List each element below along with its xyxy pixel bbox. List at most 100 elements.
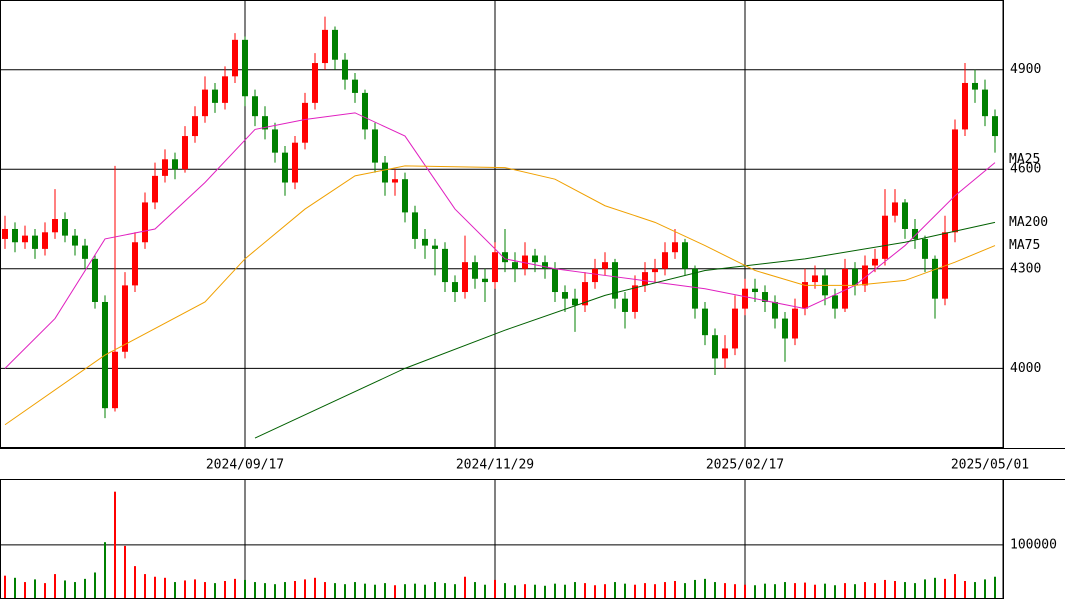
volume-bar (904, 582, 906, 598)
candle-body (632, 285, 638, 312)
volume-bar (24, 582, 26, 598)
volume-bar (654, 584, 656, 598)
legend-label: MA75 (1009, 238, 1040, 253)
candle-body (92, 258, 98, 302)
volume-bar (914, 583, 916, 598)
volume-bar (364, 583, 366, 598)
candle-body (592, 268, 598, 283)
volume-bar (724, 583, 726, 598)
volume-bar (254, 582, 256, 598)
volume-bar (704, 578, 706, 598)
candle-body (162, 159, 168, 176)
candle-body (262, 116, 268, 130)
candle-body (582, 282, 588, 306)
candle-body (832, 295, 838, 309)
volume-bar (554, 583, 556, 598)
candle-body (652, 268, 658, 273)
candle-body (702, 308, 708, 336)
volume-bar (374, 584, 376, 598)
volume-bar (334, 583, 336, 598)
candle-body (272, 129, 278, 153)
volume-bar (714, 582, 716, 598)
candle-body (852, 268, 858, 286)
candle-body (212, 89, 218, 103)
volume-bar (744, 584, 746, 598)
candle-body (152, 175, 158, 203)
volume-bar (164, 577, 166, 598)
volume-bar (664, 582, 666, 598)
volume-bar (594, 585, 596, 598)
volume-bar (174, 582, 176, 598)
volume-bar (984, 579, 986, 598)
volume-bar (314, 577, 316, 598)
volume-bar (294, 580, 296, 598)
volume-bar (14, 577, 16, 598)
candle-body (412, 212, 418, 239)
candle-body (882, 215, 888, 259)
volume-bar (114, 491, 116, 598)
volume-bar (874, 583, 876, 598)
volume-bar (814, 584, 816, 598)
candle-body (122, 285, 128, 352)
volume-bar (64, 580, 66, 598)
candle-body (742, 288, 748, 309)
y-tick-label: 4000 (1010, 361, 1041, 376)
candle-body (482, 278, 488, 283)
volume-bar (644, 583, 646, 598)
candle-body (542, 262, 548, 269)
volume-bar (284, 582, 286, 598)
candle-body (872, 258, 878, 266)
candle-body (672, 242, 678, 253)
candle-body (392, 179, 398, 183)
volume-bar (234, 578, 236, 598)
candle-body (802, 282, 808, 309)
volume-bar (974, 582, 976, 598)
candle-body (192, 116, 198, 137)
volume-bar (884, 579, 886, 598)
candle-body (142, 202, 148, 243)
candle-body (42, 232, 48, 249)
volume-bar (304, 579, 306, 598)
candle-body (562, 292, 568, 299)
volume-bar (834, 585, 836, 598)
candle-body (372, 129, 378, 163)
candle-body (692, 268, 698, 309)
candle-body (52, 219, 58, 233)
candle-body (172, 159, 178, 170)
candle-body (752, 288, 758, 293)
volume-bar (564, 584, 566, 598)
volume-bar (754, 585, 756, 598)
volume-bar (584, 583, 586, 598)
candle-body (532, 255, 538, 263)
candle-body (842, 268, 848, 309)
volume-bar (344, 584, 346, 598)
x-tick-label: 2024/11/29 (456, 458, 534, 473)
candle-body (472, 262, 478, 279)
volume-bar (214, 583, 216, 598)
candle-body (682, 242, 688, 269)
candle-body (722, 348, 728, 359)
candle-body (292, 142, 298, 183)
candle-body (242, 39, 248, 97)
volume-bar (864, 582, 866, 598)
volume-bar (274, 584, 276, 598)
candle-body (502, 252, 508, 263)
volume-bar (804, 582, 806, 598)
candle-body (522, 255, 528, 269)
candle-body (922, 238, 928, 259)
volume-bar (34, 579, 36, 598)
volume-bar (684, 583, 686, 598)
volume-bar (634, 584, 636, 598)
volume-bar (514, 585, 516, 598)
volume-bar (394, 585, 396, 598)
volume-bar (524, 584, 526, 598)
volume-bar (694, 579, 696, 598)
candle-body (1, 228, 8, 239)
y-tick-label: 4900 (1010, 62, 1041, 77)
candle-body (422, 238, 428, 246)
candle-body (332, 29, 338, 60)
candle-body (382, 162, 388, 183)
volume-bar (384, 583, 386, 598)
volume-bar (784, 582, 786, 598)
volume-bar (464, 576, 466, 598)
